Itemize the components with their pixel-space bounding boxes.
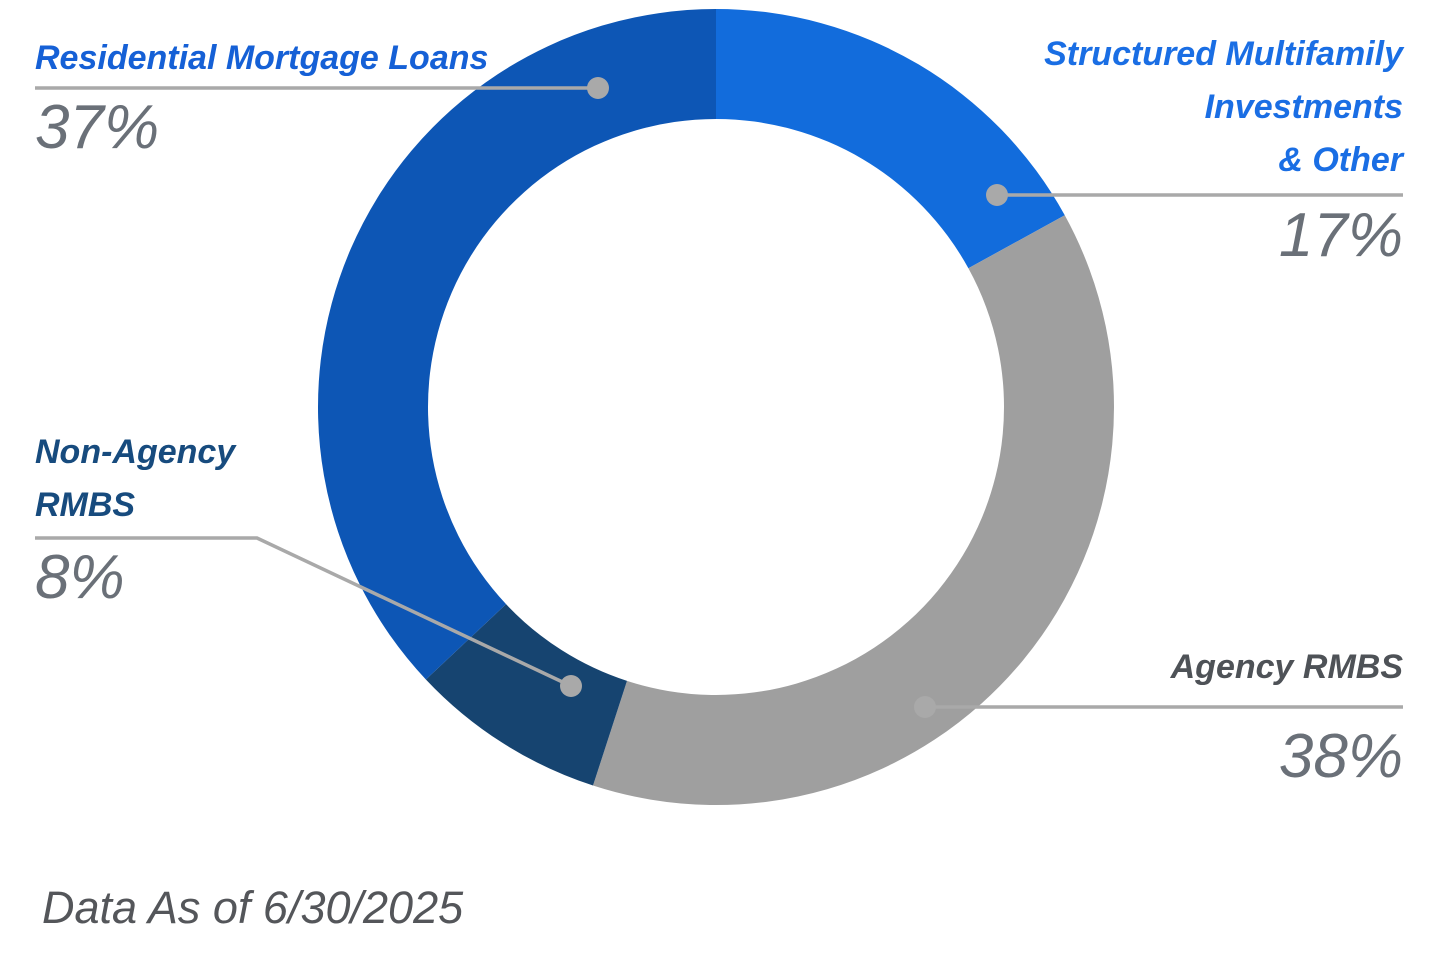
leader-dot-residential bbox=[587, 77, 609, 99]
leader-dot-nonagency bbox=[560, 675, 582, 697]
slice-label-nonagency-line1: Non-Agency bbox=[35, 433, 236, 471]
slice-pct-structured: 17% bbox=[1278, 201, 1403, 270]
callout-non-agency-rmbs: Non-Agency RMBS bbox=[35, 426, 235, 532]
callout-residential-mortgage-loans: Residential Mortgage Loans bbox=[35, 32, 488, 85]
donut-slice-nonagency bbox=[425, 604, 627, 786]
data-as-of-note: Data As of 6/30/2025 bbox=[42, 882, 464, 933]
slice-label-agency: Agency RMBS bbox=[1170, 648, 1403, 686]
slice-pct-residential: 37% bbox=[35, 93, 160, 162]
donut-slice-agency bbox=[593, 215, 1115, 806]
leader-dot-structured bbox=[986, 184, 1008, 206]
slice-label-structured-line3: & Other bbox=[1278, 141, 1403, 179]
donut-slice-structured bbox=[716, 9, 1065, 269]
slice-pct-nonagency: 8% bbox=[35, 543, 125, 612]
slice-label-structured-line1: Structured Multifamily bbox=[1044, 35, 1403, 73]
slice-label-structured-line2: Investments bbox=[1204, 88, 1403, 126]
leader-dot-agency bbox=[914, 696, 936, 718]
callout-agency-rmbs: Agency RMBS bbox=[1171, 641, 1403, 694]
slice-pct-agency: 38% bbox=[1278, 722, 1403, 791]
slice-label-residential: Residential Mortgage Loans bbox=[35, 39, 489, 77]
leader-line-nonagency bbox=[35, 536, 572, 688]
donut-slice-residential bbox=[317, 9, 716, 680]
callout-structured-multifamily: Structured Multifamily Investments & Oth… bbox=[1044, 28, 1403, 187]
slice-label-nonagency-line2: RMBS bbox=[35, 486, 136, 524]
